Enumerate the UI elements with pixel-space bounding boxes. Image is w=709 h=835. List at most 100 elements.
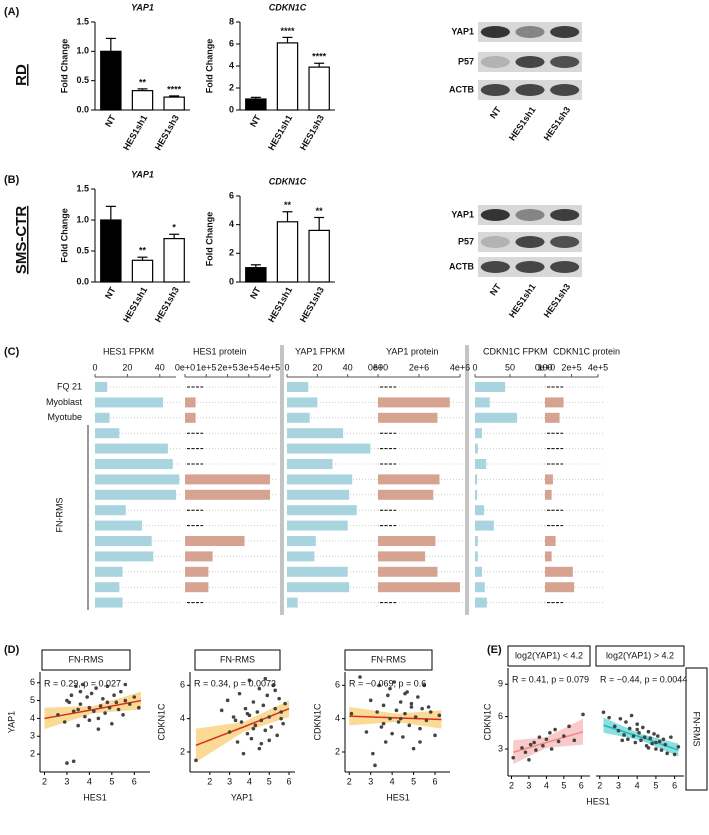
point [626,737,630,742]
point [373,763,377,768]
confidence-band [195,700,290,762]
chart-title: HES1 protein [193,346,247,356]
point [624,720,628,724]
point [368,698,373,703]
x-tick-label: 2 [207,776,212,786]
point [375,710,379,714]
x-tick-label: 40 [155,362,165,372]
point [407,723,412,728]
blot-strip [478,205,582,225]
point [65,698,69,703]
x-tick-label: 0e+0 [175,362,195,372]
bar [287,551,315,562]
point [119,689,123,694]
point [235,740,240,744]
point [87,718,92,723]
blot-row-label: ACTB [449,261,474,271]
point [71,759,76,764]
bar [287,582,350,593]
point [601,710,606,715]
point [511,755,516,760]
x-tick-label: 60 [373,362,383,372]
point [433,733,437,738]
y-tick-label: 1.5 [76,16,89,26]
x-tick-label: 4 [635,780,640,790]
bar [287,382,309,392]
x-tick-label: 6 [432,776,437,786]
significance-label: ** [316,206,324,216]
blot-band [480,26,510,38]
x-axis-label: YAP1 [231,792,253,802]
point [646,746,651,750]
bar [276,42,299,111]
y-tick-label: 1.0 [76,46,89,56]
bar [475,566,482,577]
x-tick-label: 2 [347,776,352,786]
point [544,737,549,742]
point [116,707,121,712]
x-tick-label: 2e+5 [561,362,581,372]
y-tick-label: 6 [229,190,234,200]
blot-band [480,261,510,273]
x-tick-label: 0e+0 [535,362,555,372]
point [69,693,74,698]
bar [378,551,426,562]
x-tick-label: 20 [312,362,322,372]
panel-label: (E) [487,644,502,656]
point [424,718,429,723]
point [257,686,262,691]
bar [545,551,552,562]
point [635,727,639,732]
point [657,739,662,744]
bar [287,459,333,469]
bar [185,566,209,577]
point [112,693,116,698]
point [132,695,137,699]
bar [185,397,196,408]
bar [185,474,270,485]
x-tick-label: 2 [42,776,47,786]
point [349,711,354,716]
blot-band [550,56,580,68]
bar [95,443,168,454]
y-tick-label: 5 [30,695,35,705]
point [418,740,422,744]
point [655,734,660,738]
point [556,739,561,744]
chart-title: HES1 FPKM [103,346,154,356]
bar [378,474,440,485]
point [641,725,645,730]
blot-band [550,261,580,273]
y-tick-label: 8 [229,16,234,26]
point [411,746,416,751]
point [219,708,224,713]
point [663,742,668,747]
point [121,713,125,717]
x-tick-label: 4e+5 [588,362,608,372]
point [259,741,264,746]
point [652,732,656,736]
bar [475,443,478,454]
facet-title: FN-RMS [69,654,104,664]
point [418,726,422,731]
blot-row-label: ACTB [449,84,474,94]
point [403,711,407,716]
bar [545,489,552,500]
x-tick-label: 6 [132,776,137,786]
x-tick-label: 50 [505,362,515,372]
point [96,727,101,731]
bar [308,229,330,283]
bar [163,96,185,111]
bar [95,489,176,500]
bar [287,566,348,577]
y-tick-label: 6 [30,677,35,687]
point [275,733,279,738]
point [277,696,281,701]
point [659,748,664,752]
bar [475,397,490,408]
row-label: FQ 21 [57,381,82,391]
x-tick-label: 100 [537,362,552,372]
y-axis-label: Fold Change [204,212,214,267]
point [105,684,110,689]
x-tick-label: 2e+6 [409,362,429,372]
